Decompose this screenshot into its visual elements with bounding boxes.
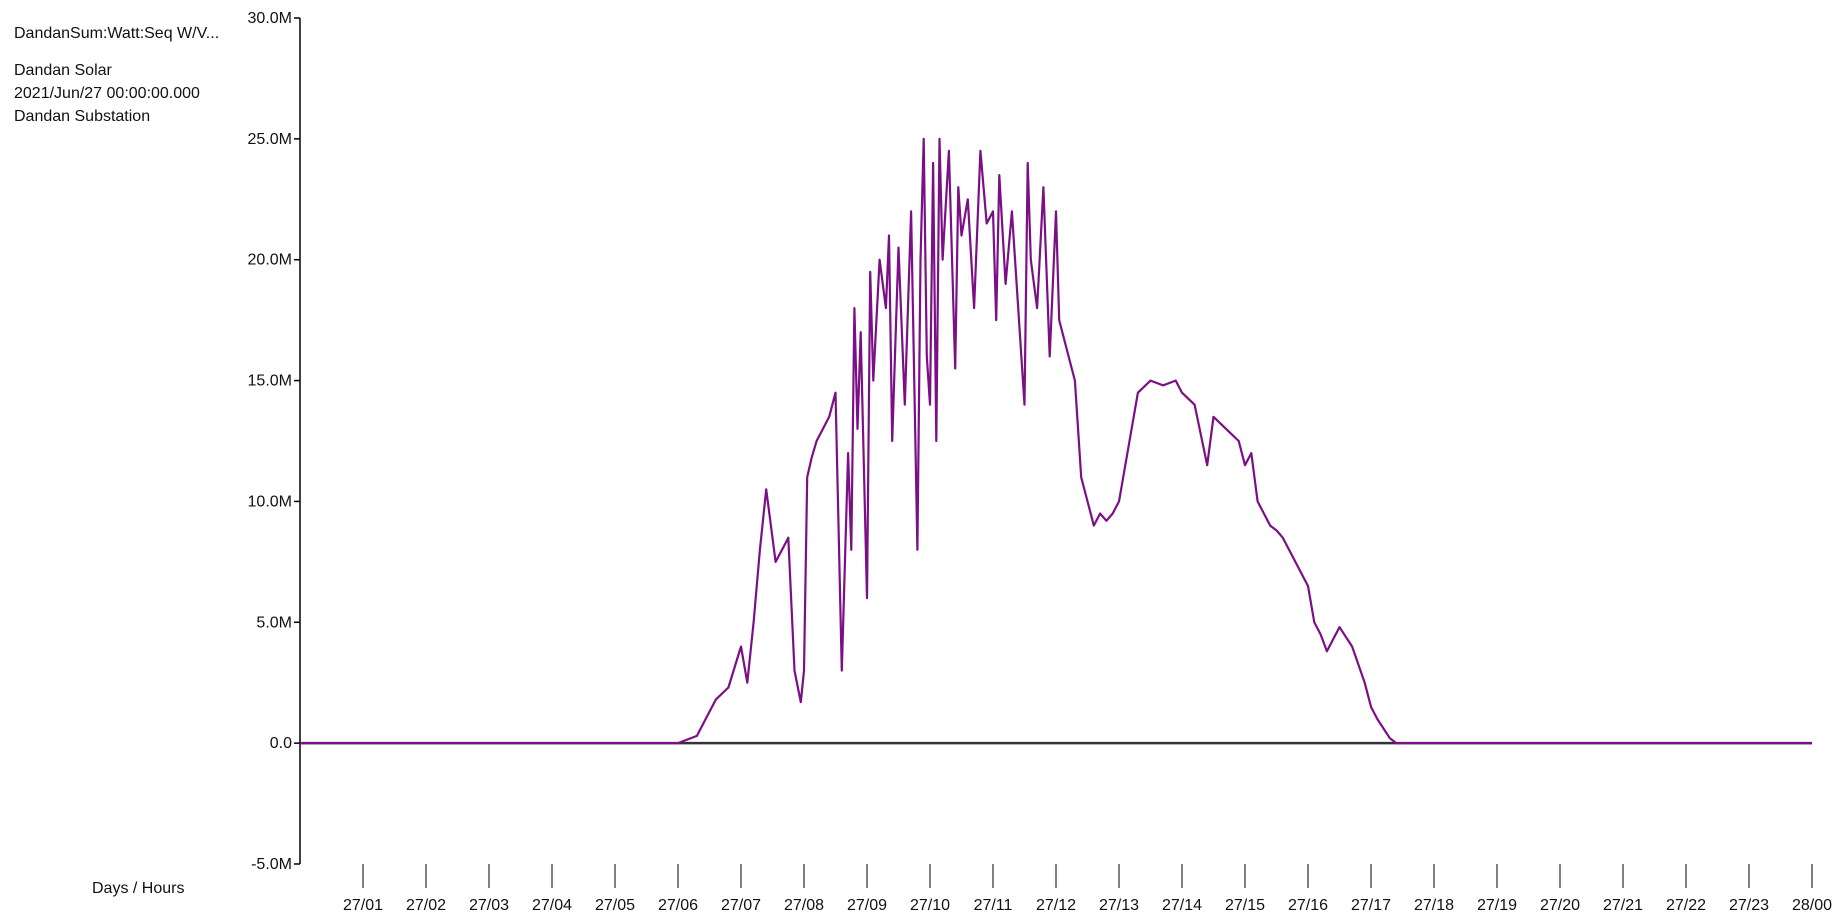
x-tick-label: 27/18 — [1414, 897, 1454, 914]
y-tick-label: 30.0M — [248, 10, 292, 27]
x-tick-label: 27/07 — [721, 897, 761, 914]
x-tick-label: 27/14 — [1162, 897, 1202, 914]
substation-name: Dandan Substation — [14, 108, 151, 125]
x-tick-label: 27/04 — [532, 897, 572, 914]
plant-name: Dandan Solar — [14, 62, 112, 79]
x-tick-label: 28/00 — [1792, 897, 1832, 914]
x-tick-label: 27/16 — [1288, 897, 1328, 914]
x-tick-label: 27/21 — [1603, 897, 1643, 914]
x-axis-label: Days / Hours — [92, 880, 185, 897]
x-tick-label: 27/05 — [595, 897, 635, 914]
x-tick-label: 27/22 — [1666, 897, 1706, 914]
x-tick-label: 27/09 — [847, 897, 887, 914]
x-tick-label: 27/08 — [784, 897, 824, 914]
x-tick-label: 27/17 — [1351, 897, 1391, 914]
x-tick-label: 27/02 — [406, 897, 446, 914]
x-tick-label: 27/13 — [1099, 897, 1139, 914]
y-tick-label: -5.0M — [251, 856, 292, 873]
x-tick-label: 27/20 — [1540, 897, 1580, 914]
x-tick-label: 27/03 — [469, 897, 509, 914]
x-tick-label: 27/19 — [1477, 897, 1517, 914]
x-tick-label: 27/15 — [1225, 897, 1265, 914]
y-tick-label: 10.0M — [248, 493, 292, 510]
series-tag: DandanSum:Watt:Seq W/V... — [14, 25, 220, 42]
y-tick-label: 15.0M — [248, 373, 292, 390]
y-tick-label: 20.0M — [248, 252, 292, 269]
y-tick-label: 5.0M — [256, 614, 292, 631]
x-tick-label: 27/10 — [910, 897, 950, 914]
x-tick-label: 27/01 — [343, 897, 383, 914]
y-tick-label: 0.0 — [270, 735, 292, 752]
x-tick-label: 27/11 — [974, 897, 1013, 914]
x-tick-label: 27/12 — [1036, 897, 1076, 914]
x-tick-label: 27/23 — [1729, 897, 1769, 914]
y-tick-label: 25.0M — [248, 131, 292, 148]
series-line — [300, 137, 1812, 745]
x-tick-label: 27/06 — [658, 897, 698, 914]
timestamp: 2021/Jun/27 00:00:00.000 — [14, 85, 200, 102]
y-axis-ticks: -5.0M 0.0 5.0M 10.0M 15.0M 20.0M 25.0M 30.0M — [248, 10, 300, 873]
x-axis-ticks: 27/01 27/02 27/03 27/04 27/05 27/06 27/07 27/08… — [343, 864, 1832, 914]
info-panel: DandanSum:Watt:Seq W/V... Dandan Solar 2… — [14, 22, 219, 128]
